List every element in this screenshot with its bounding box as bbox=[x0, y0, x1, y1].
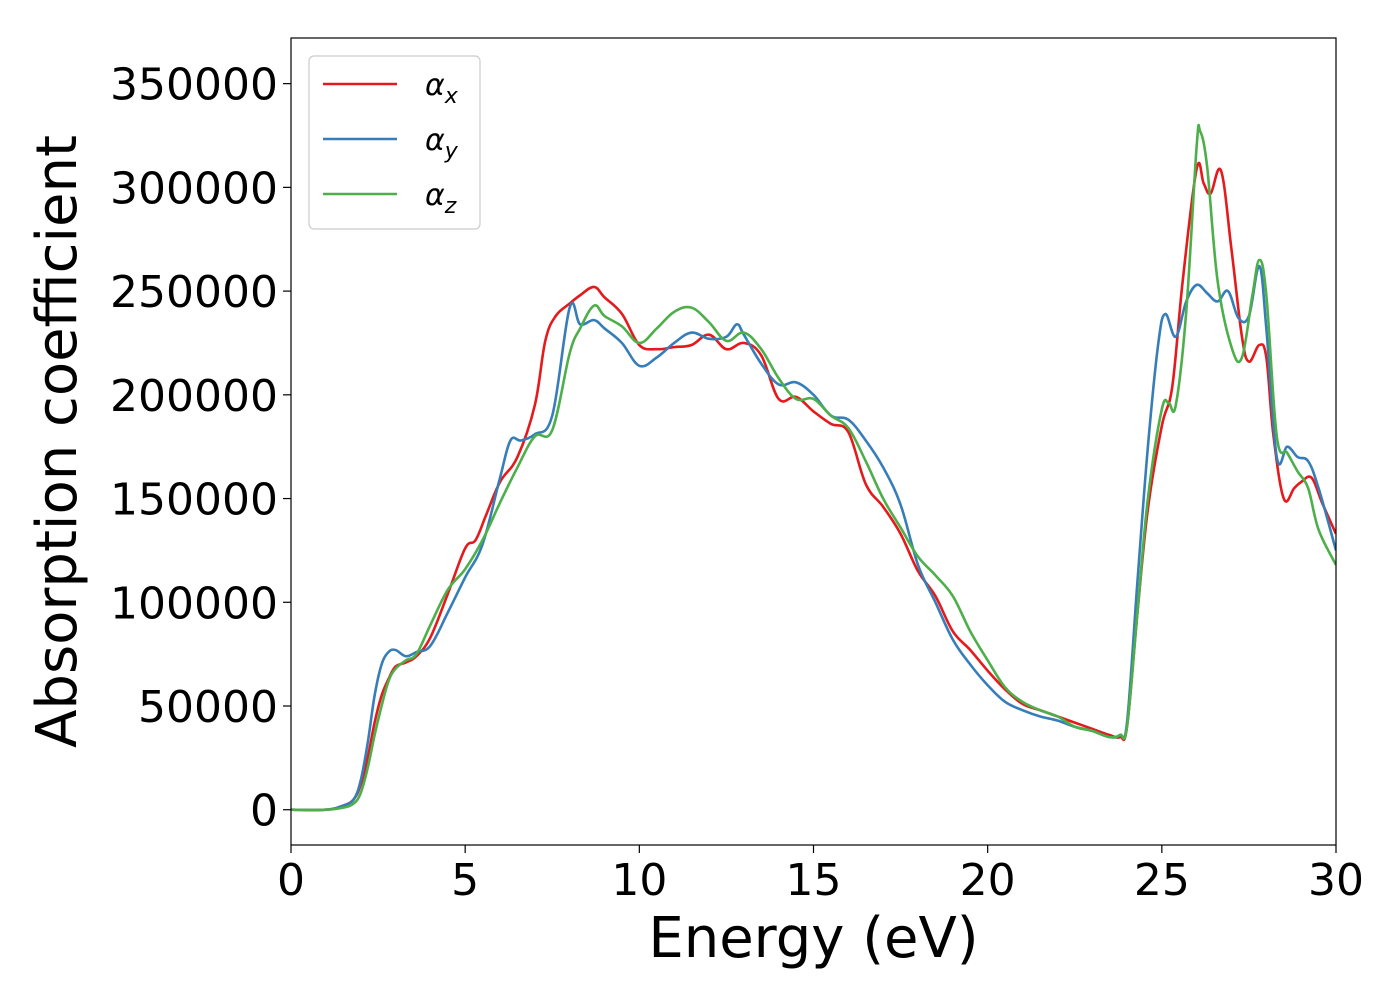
legend-label-z: αz bbox=[425, 178, 457, 219]
x-tick-label: 25 bbox=[1134, 855, 1190, 906]
y-tick-label: 50000 bbox=[138, 682, 278, 733]
y-tick-label: 150000 bbox=[110, 475, 278, 526]
legend-box bbox=[308, 55, 481, 230]
x-axis-ticks: 0 5 10 15 20 25 30 bbox=[277, 845, 1364, 906]
y-tick-label: 200000 bbox=[110, 371, 278, 422]
x-tick-label: 10 bbox=[611, 855, 667, 906]
series-line-z bbox=[291, 123, 1336, 812]
y-tick-label: 100000 bbox=[110, 578, 278, 629]
legend-label-y: αy bbox=[425, 123, 459, 164]
series-line-x bbox=[291, 161, 1336, 812]
series-layer bbox=[291, 123, 1336, 812]
y-tick-label: 250000 bbox=[110, 267, 278, 318]
x-tick-label: 0 bbox=[277, 855, 305, 906]
x-tick-label: 5 bbox=[451, 855, 479, 906]
y-tick-label: 300000 bbox=[110, 163, 278, 214]
y-tick-label: 350000 bbox=[110, 60, 278, 111]
x-tick-label: 20 bbox=[960, 855, 1016, 906]
y-axis-title: Absorption coefficient bbox=[25, 135, 90, 748]
legend: αx αy αz bbox=[308, 55, 481, 230]
y-axis-ticks: 0 50000 100000 150000 200000 250000 300000 3500… bbox=[110, 60, 291, 837]
x-tick-label: 30 bbox=[1308, 855, 1364, 906]
legend-label-x: αx bbox=[425, 68, 459, 109]
y-tick-label: 0 bbox=[250, 786, 278, 837]
x-tick-label: 15 bbox=[786, 855, 842, 906]
series-line-y bbox=[291, 264, 1336, 812]
x-axis-title: Energy (eV) bbox=[648, 906, 978, 971]
